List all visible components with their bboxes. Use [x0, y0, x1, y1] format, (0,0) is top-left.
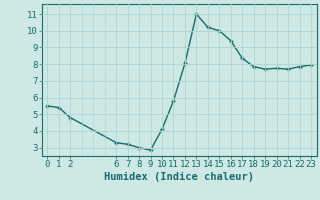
X-axis label: Humidex (Indice chaleur): Humidex (Indice chaleur) [104, 172, 254, 182]
